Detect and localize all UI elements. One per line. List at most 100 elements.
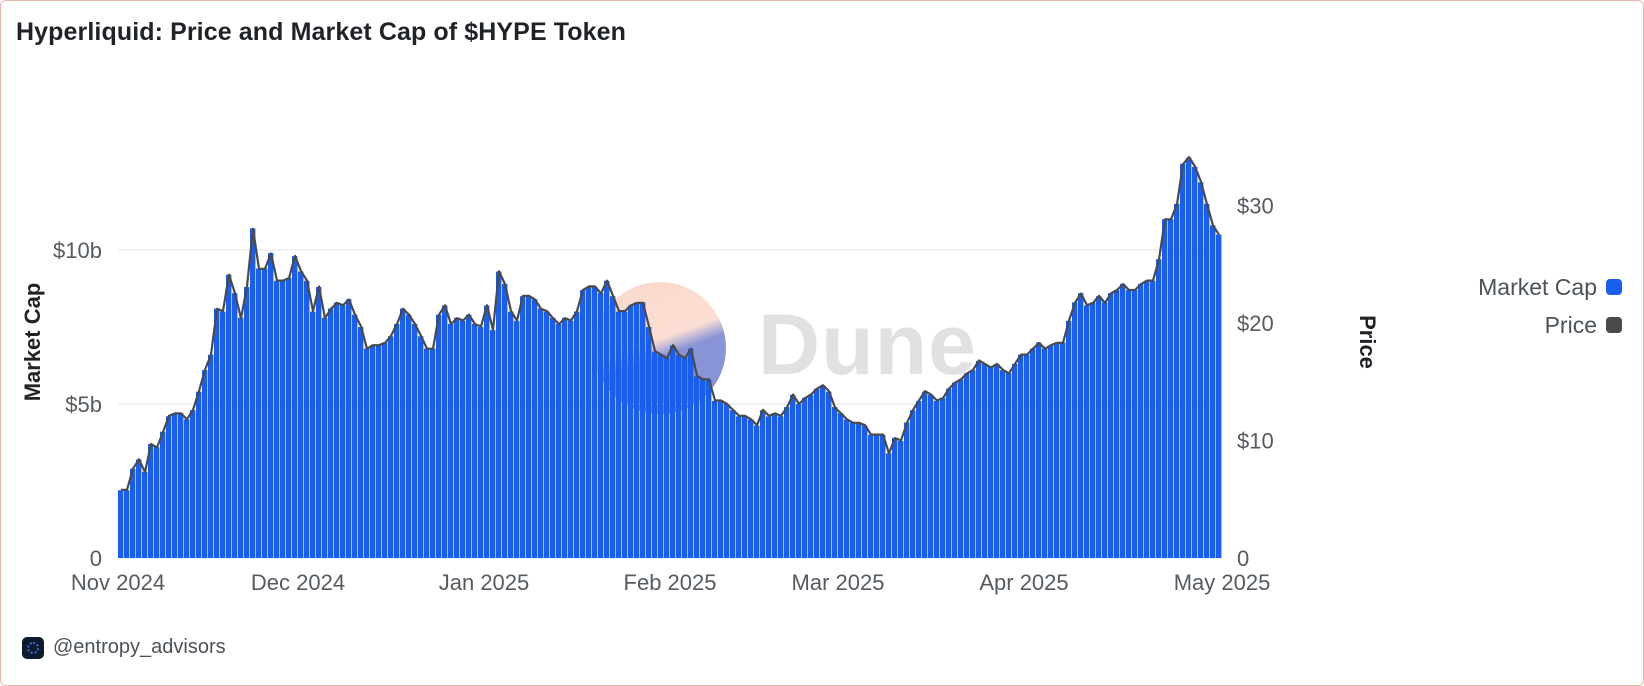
x-tick-label: Feb 2025 xyxy=(624,570,717,595)
market-cap-bar xyxy=(604,280,610,558)
market-cap-bar xyxy=(442,305,448,558)
market-cap-bar xyxy=(880,434,886,558)
market-cap-bar xyxy=(1048,345,1054,558)
market-cap-bar xyxy=(280,280,286,558)
market-cap-bar xyxy=(1204,203,1210,559)
market-cap-bar xyxy=(298,271,304,558)
market-cap-bar xyxy=(664,357,670,558)
market-cap-bar xyxy=(166,416,172,558)
x-tick-label: Nov 2024 xyxy=(71,570,165,595)
market-cap-bar xyxy=(454,317,460,558)
market-cap-bar xyxy=(268,253,274,558)
y-right-tick-label: $10 xyxy=(1237,428,1274,453)
market-cap-bar xyxy=(1144,280,1150,558)
market-cap-bar xyxy=(730,410,736,558)
x-tick-label: Apr 2025 xyxy=(979,570,1068,595)
legend-label-price: Price xyxy=(1544,311,1597,338)
x-tick-label: May 2025 xyxy=(1174,570,1271,595)
market-cap-bar xyxy=(1024,354,1030,558)
market-cap-bar xyxy=(292,256,298,558)
market-cap-bar xyxy=(466,314,472,558)
market-cap-bar xyxy=(490,330,496,558)
market-cap-bar xyxy=(424,348,430,558)
footer-handle: @entropy_advisors xyxy=(53,636,226,658)
market-cap-bar xyxy=(772,413,778,558)
market-cap-bar xyxy=(172,413,178,558)
market-cap-bar xyxy=(1096,296,1102,558)
market-cap-bar xyxy=(874,434,880,558)
x-tick-label: Mar 2025 xyxy=(792,570,885,595)
market-cap-bar xyxy=(736,416,742,558)
market-cap-bar xyxy=(358,327,364,558)
market-cap-bar xyxy=(748,419,754,558)
market-cap-bar xyxy=(808,394,814,558)
market-cap-bar xyxy=(790,394,796,558)
market-cap-bar xyxy=(796,404,802,558)
market-cap-bar xyxy=(634,302,640,558)
market-cap-bar xyxy=(1036,342,1042,558)
market-cap-bar xyxy=(412,323,418,558)
market-cap-bar xyxy=(910,410,916,558)
market-cap-bar xyxy=(982,363,988,558)
market-cap-bar xyxy=(1102,302,1108,558)
market-cap-bar xyxy=(394,323,400,558)
legend-item-price[interactable]: Price xyxy=(1478,306,1622,344)
legend-item-market-cap[interactable]: Market Cap xyxy=(1478,268,1622,306)
footer: @entropy_advisors xyxy=(22,636,226,659)
market-cap-bar xyxy=(916,400,922,558)
market-cap-bar xyxy=(1198,182,1204,559)
y-left-tick-label: 0 xyxy=(90,546,102,571)
market-cap-bar xyxy=(502,283,508,558)
market-cap-bar xyxy=(196,391,202,558)
market-cap-bar xyxy=(1210,225,1216,559)
market-cap-bar xyxy=(472,323,478,558)
market-cap-bar xyxy=(1006,373,1012,558)
market-cap-bar xyxy=(562,317,568,558)
market-cap-bar xyxy=(286,277,292,558)
market-cap-bar xyxy=(754,425,760,558)
market-cap-bar xyxy=(1186,157,1192,558)
market-cap-bar xyxy=(262,268,268,558)
market-cap-bar xyxy=(676,354,682,558)
market-cap-bar xyxy=(610,296,616,558)
avatar xyxy=(22,636,44,659)
market-cap-bar xyxy=(478,327,484,558)
market-cap-bar xyxy=(460,320,466,558)
market-cap-bar xyxy=(856,422,862,558)
market-cap-bar xyxy=(700,379,706,558)
market-cap-bar xyxy=(760,410,766,558)
market-cap-bar xyxy=(214,308,220,558)
market-cap-bar xyxy=(1180,163,1186,558)
market-cap-bar xyxy=(820,385,826,558)
market-cap-bar xyxy=(622,311,628,558)
market-cap-bar xyxy=(328,308,334,558)
market-cap-bar xyxy=(886,453,892,558)
market-cap-bar xyxy=(742,416,748,558)
y-left-axis-title: Market Cap xyxy=(20,283,45,402)
market-cap-bar xyxy=(232,293,238,558)
market-cap-bar xyxy=(388,336,394,558)
market-cap-bar xyxy=(178,413,184,558)
market-cap-bar xyxy=(652,351,658,558)
market-cap-bar xyxy=(226,274,232,558)
market-cap-bar xyxy=(1162,219,1168,558)
market-cap-bar xyxy=(544,311,550,558)
market-cap-bar xyxy=(712,400,718,558)
market-cap-bar xyxy=(430,348,436,558)
market-cap-bar xyxy=(928,394,934,558)
market-cap-bar xyxy=(184,419,190,558)
market-cap-bar xyxy=(862,425,868,558)
market-cap-bar xyxy=(694,376,700,558)
market-cap-bar xyxy=(382,342,388,558)
market-cap-bar xyxy=(892,437,898,558)
market-cap-bar xyxy=(934,400,940,558)
x-tick-label: Dec 2024 xyxy=(251,570,345,595)
market-cap-bar xyxy=(1000,370,1006,558)
market-cap-bar xyxy=(970,370,976,558)
market-cap-bar xyxy=(658,354,664,558)
market-cap-bar xyxy=(1138,283,1144,558)
market-cap-bar xyxy=(550,317,556,558)
market-cap-bar xyxy=(376,345,382,558)
market-cap-bar xyxy=(124,490,130,558)
market-cap-bar xyxy=(724,404,730,558)
